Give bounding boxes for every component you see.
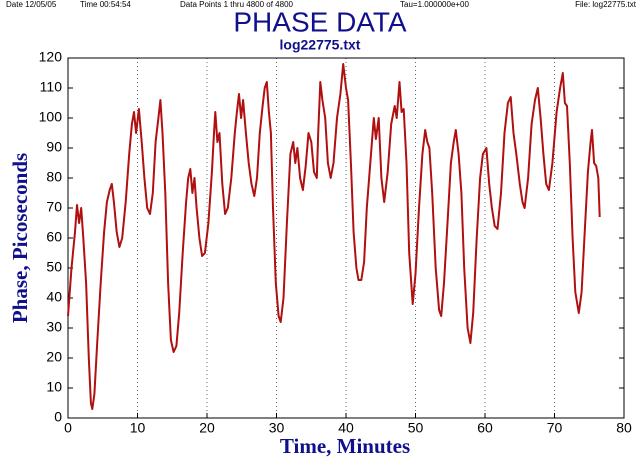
- x-tick-label: 20: [199, 420, 215, 436]
- header-date: Date 12/05/05: [6, 0, 57, 9]
- y-tick-label: 110: [40, 79, 63, 95]
- y-tick-label: 0: [54, 409, 62, 425]
- chart-subtitle: log22775.txt: [280, 37, 361, 53]
- header-file: File: log22775.txt: [575, 0, 637, 9]
- x-tick-label: 50: [408, 420, 424, 436]
- header-tau: Tau=1.000000e+00: [400, 0, 470, 9]
- y-tick-label: 100: [39, 109, 63, 125]
- y-tick-label: 60: [46, 229, 62, 245]
- header-time: Time 00:54:54: [80, 0, 131, 9]
- y-tick-label: 120: [39, 49, 63, 65]
- y-tick-label: 40: [46, 289, 62, 305]
- y-tick-label: 80: [46, 169, 62, 185]
- x-tick-label: 80: [616, 420, 632, 436]
- x-tick-label: 10: [130, 420, 146, 436]
- y-tick-label: 50: [46, 259, 62, 275]
- x-tick-label: 30: [269, 420, 285, 436]
- data-line: [67, 63, 601, 410]
- x-tick-label: 60: [477, 420, 493, 436]
- x-tick-label: 40: [338, 420, 354, 436]
- y-tick-label: 70: [46, 199, 62, 215]
- x-tick-label: 70: [547, 420, 563, 436]
- y-tick-label: 20: [46, 349, 62, 365]
- y-tick-label: 10: [46, 379, 62, 395]
- chart-title: PHASE DATA: [233, 6, 407, 37]
- y-tick-label: 30: [46, 319, 62, 335]
- y-tick-label: 90: [46, 139, 62, 155]
- y-axis-label: Phase, Picoseconds: [8, 153, 32, 323]
- x-axis-label: Time, Minutes: [280, 434, 410, 458]
- header-points: Data Points 1 thru 4800 of 4800: [180, 0, 294, 9]
- x-tick-label: 0: [64, 420, 72, 436]
